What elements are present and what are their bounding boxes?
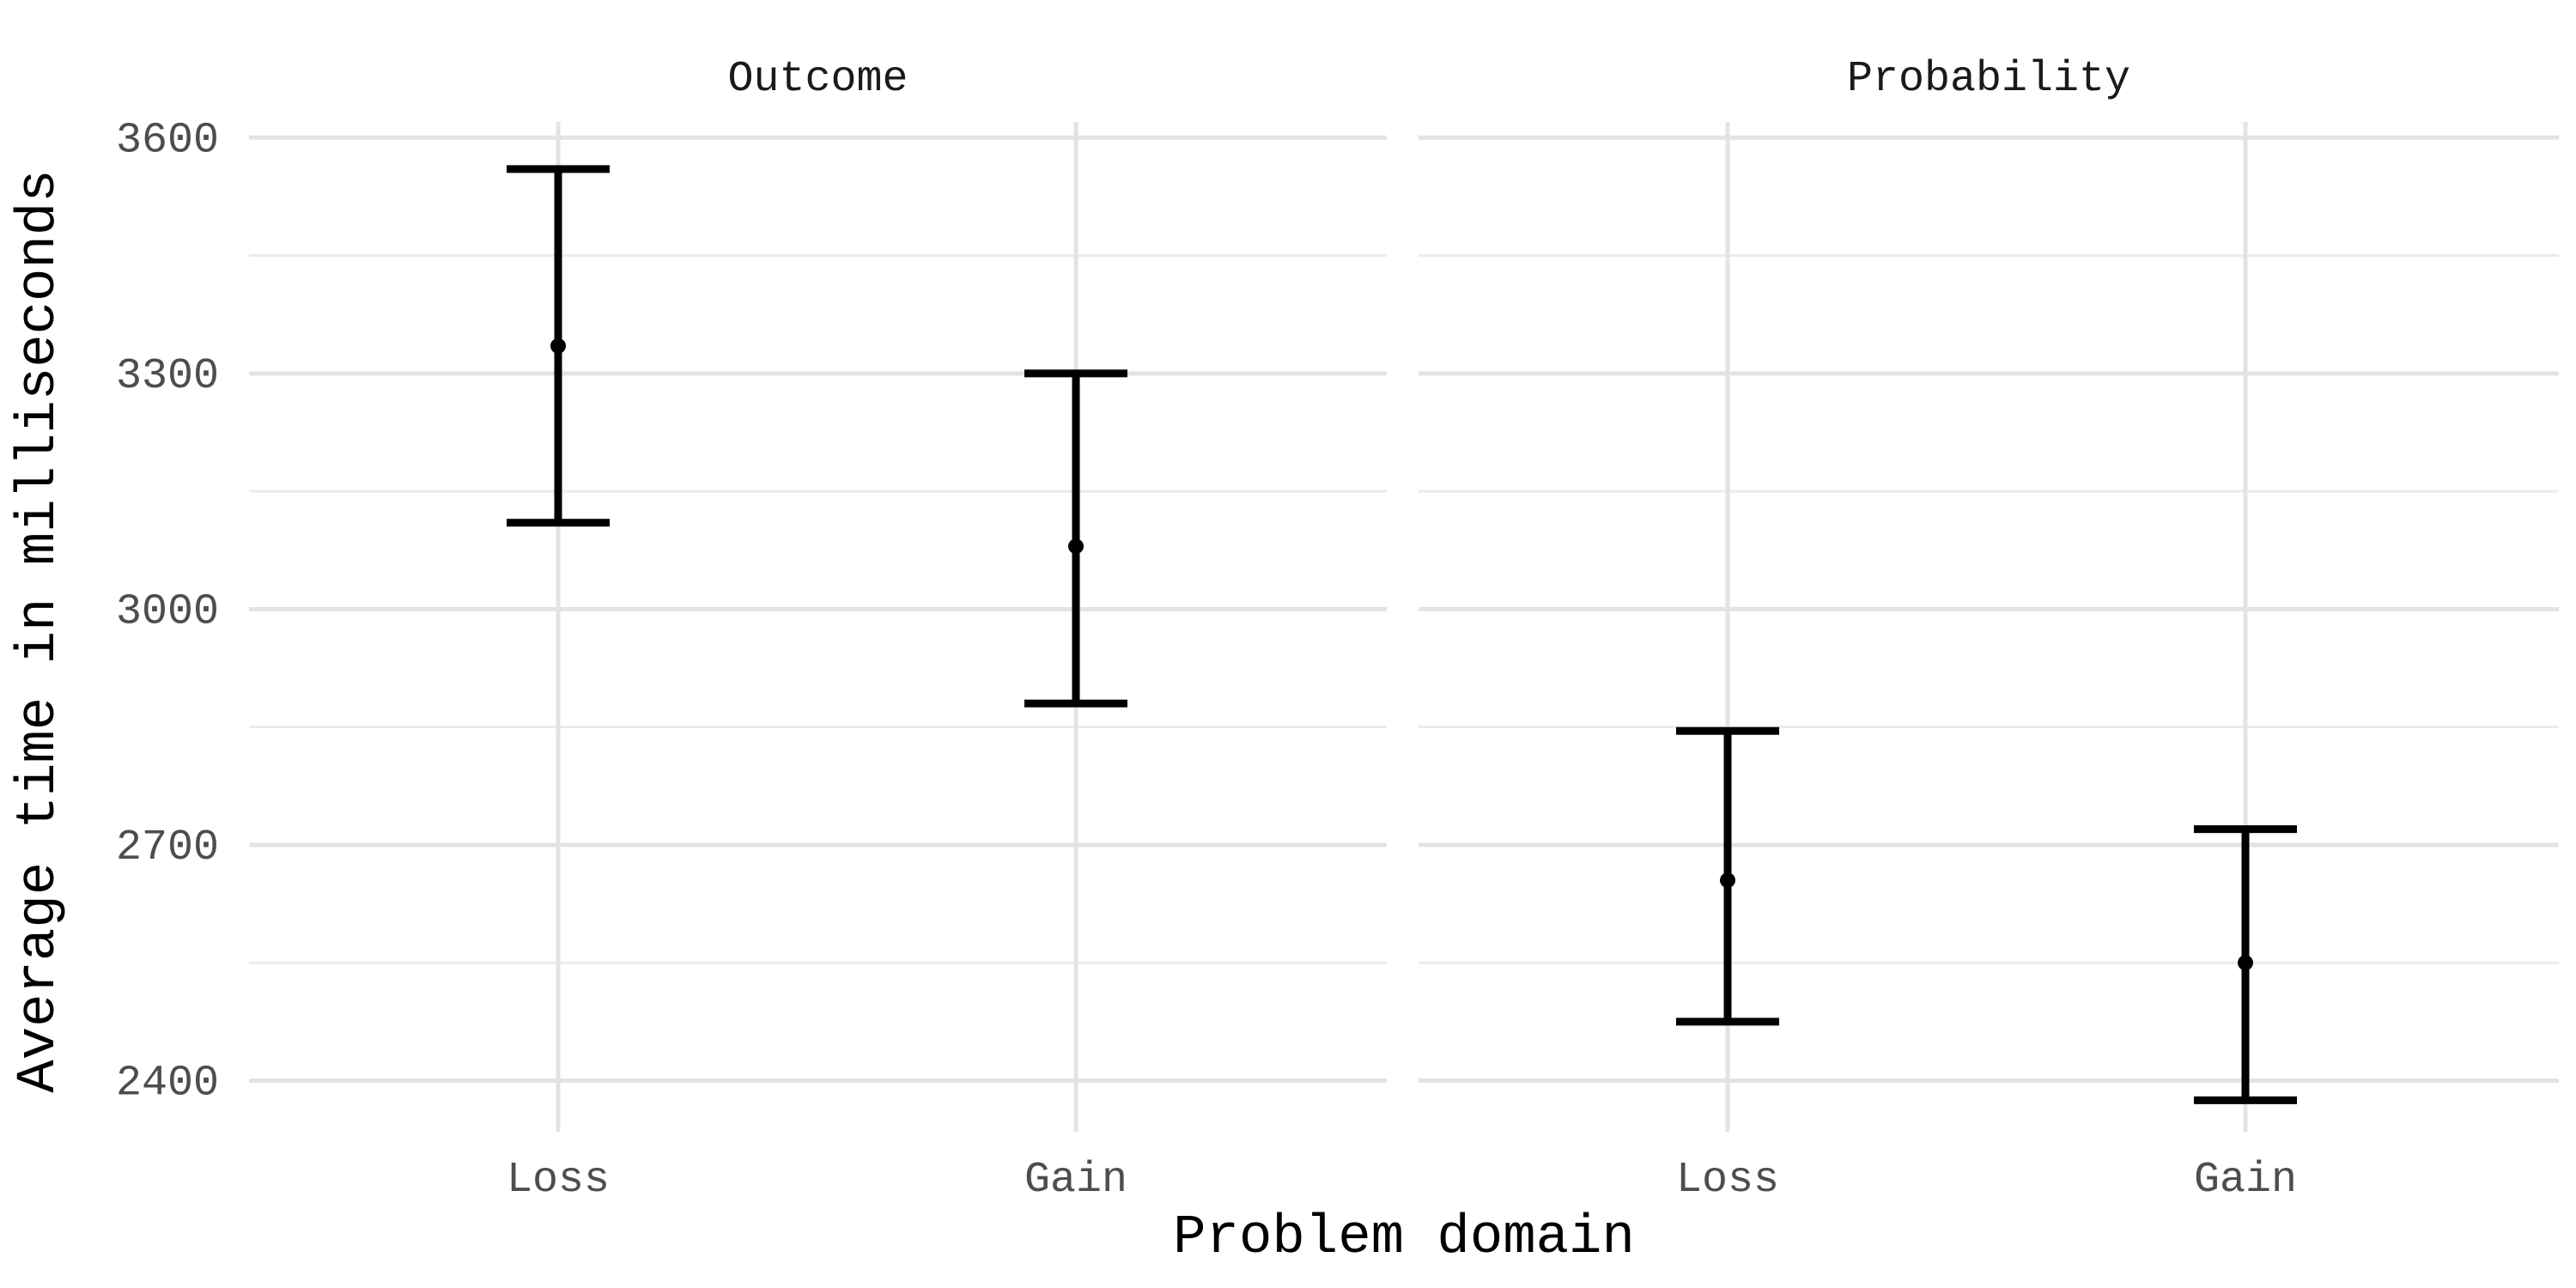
y-axis-title: Average time in milliseconds	[9, 169, 70, 1092]
mean-point	[1068, 538, 1084, 555]
y-tick-label: 3300	[116, 352, 219, 401]
grid-layer	[249, 122, 2559, 1132]
panel-title: Outcome	[727, 55, 908, 104]
y-tick-label: 3000	[116, 587, 219, 636]
x-axis-title: Problem domain	[1173, 1207, 1635, 1269]
mean-point	[550, 337, 566, 354]
panel-title: Probability	[1847, 55, 2130, 104]
mean-point	[1720, 872, 1735, 889]
y-tick-label: 2400	[116, 1060, 219, 1109]
axis-tick-labels: Loss Gain Loss Gain 2400 2700 3000 3300 3600	[116, 116, 2297, 1205]
panel-titles: Outcome Probability	[727, 55, 2130, 104]
marks-layer	[507, 165, 2297, 1104]
mean-point	[2238, 955, 2253, 971]
x-tick-label: Gain	[1024, 1156, 1127, 1205]
y-tick-label: 2700	[116, 823, 219, 872]
x-tick-label: Loss	[1676, 1156, 1779, 1205]
x-tick-label: Gain	[2194, 1156, 2297, 1205]
x-tick-label: Loss	[507, 1156, 610, 1205]
y-tick-label: 3600	[116, 116, 219, 165]
